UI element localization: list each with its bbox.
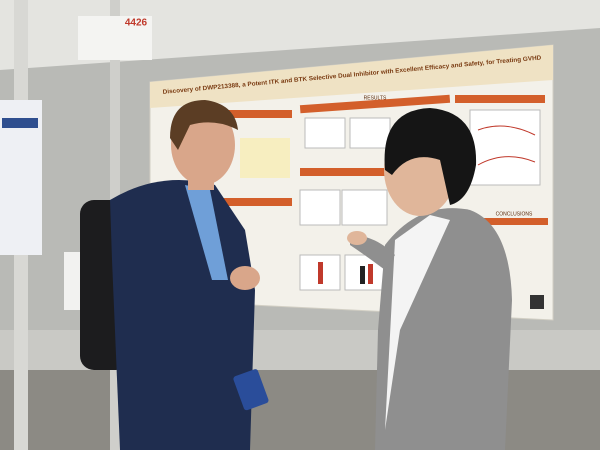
shirt — [185, 185, 228, 280]
section-title: CONCLUSIONS — [496, 211, 533, 217]
figure-bar — [368, 264, 373, 284]
hand — [230, 266, 260, 290]
figure-line — [477, 125, 536, 166]
figure — [349, 117, 391, 149]
figure-bar — [318, 262, 323, 284]
section-title: RESULTS — [364, 95, 387, 101]
section-header — [300, 168, 385, 176]
figure — [304, 117, 346, 149]
section-header — [455, 95, 545, 103]
phone — [233, 369, 269, 411]
figure-bar — [360, 266, 365, 284]
figure — [341, 189, 388, 226]
section-header — [222, 198, 292, 206]
figure — [469, 109, 541, 186]
table — [240, 138, 290, 178]
side-poster-band — [2, 118, 38, 128]
sign — [78, 16, 152, 60]
hand — [347, 231, 367, 245]
shirt — [385, 215, 450, 430]
hair — [384, 108, 477, 205]
section-header — [480, 218, 548, 225]
section-header — [299, 94, 451, 114]
figure — [299, 189, 341, 226]
hair — [170, 100, 238, 150]
qr-code — [530, 295, 544, 309]
jacket — [110, 180, 255, 450]
booth-number: 4426 — [125, 18, 148, 29]
poster-header — [150, 45, 553, 108]
section-header — [222, 110, 292, 118]
